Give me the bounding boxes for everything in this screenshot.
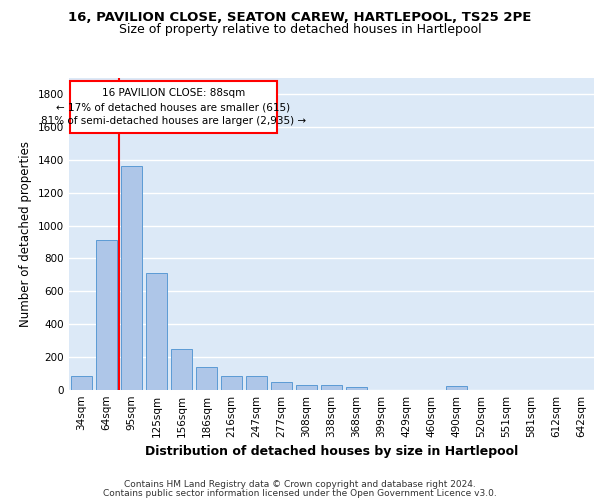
Bar [121,166,142,390]
Text: Contains public sector information licensed under the Open Government Licence v3: Contains public sector information licen… [103,488,497,498]
Bar [146,273,167,390]
Text: Contains HM Land Registry data © Crown copyright and database right 2024.: Contains HM Land Registry data © Crown c… [124,480,476,489]
Text: Size of property relative to detached houses in Hartlepool: Size of property relative to detached ho… [119,22,481,36]
FancyBboxPatch shape [70,81,277,134]
Bar [196,367,217,390]
Y-axis label: Number of detached properties: Number of detached properties [19,141,32,327]
Bar [321,385,342,390]
Bar [296,384,317,390]
Bar [446,386,467,390]
X-axis label: Distribution of detached houses by size in Hartlepool: Distribution of detached houses by size … [145,446,518,458]
Bar [221,376,242,390]
Bar [71,376,92,390]
Bar [246,376,267,390]
Bar [171,350,192,390]
Bar [346,387,367,390]
Text: 16, PAVILION CLOSE, SEATON CAREW, HARTLEPOOL, TS25 2PE: 16, PAVILION CLOSE, SEATON CAREW, HARTLE… [68,11,532,24]
Bar [271,382,292,390]
Text: 16 PAVILION CLOSE: 88sqm
← 17% of detached houses are smaller (615)
81% of semi-: 16 PAVILION CLOSE: 88sqm ← 17% of detach… [41,88,306,126]
Bar [96,240,117,390]
